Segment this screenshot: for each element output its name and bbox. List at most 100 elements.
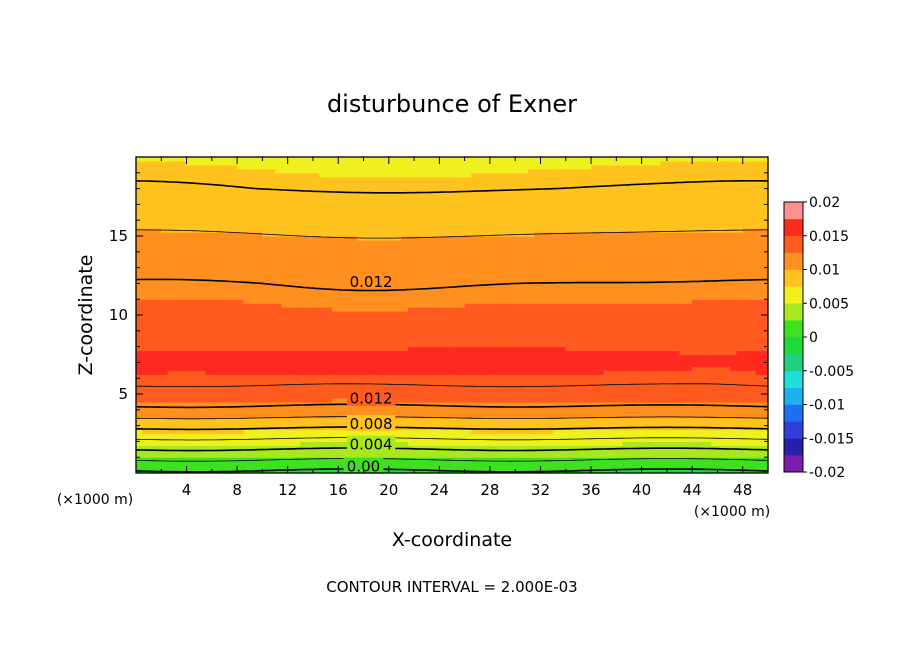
field-cell [243,461,251,466]
field-cell [433,421,440,427]
field-cell [357,295,365,300]
field-cell [711,469,719,473]
field-cell [319,354,327,360]
field-cell [218,291,226,296]
field-cell [407,437,415,442]
field-cell [458,318,466,324]
field-cell [211,401,219,407]
field-cell [395,358,403,363]
field-cell [382,338,390,344]
field-cell [445,303,453,308]
field-cell [205,362,213,367]
field-cell [597,409,605,415]
field-cell [167,386,175,391]
field-cell [211,342,219,348]
field-cell [572,461,579,466]
field-cell [578,370,586,375]
field-cell [685,346,693,352]
field-cell [496,334,504,340]
field-cell [717,413,725,419]
field-cell [262,291,270,296]
field-cell [534,449,542,454]
field-cell [388,465,396,470]
field-cell [369,429,377,435]
field-cell [256,275,263,281]
field-cell [755,374,763,379]
field-cell [559,279,567,284]
field-cell [407,283,415,288]
field-cell [458,275,466,281]
field-cell [572,441,579,446]
field-cell [275,429,282,435]
field-cell [192,330,200,336]
field-cell [363,287,371,292]
field-cell [755,358,763,363]
field-cell [755,318,763,324]
field-cell [597,413,605,419]
field-cell [572,342,579,348]
field-cell [496,307,504,312]
field-cell [306,445,314,450]
field-cell [666,354,674,360]
field-cell [262,354,270,360]
field-cell [426,405,434,411]
field-cell [426,413,434,419]
field-cell [407,413,415,419]
field-cell [616,307,624,312]
field-cell [591,354,598,360]
field-cell [136,322,143,328]
field-cell [256,370,263,375]
field-cell [565,303,573,308]
field-cell [458,279,466,284]
field-cell [572,374,579,379]
field-cell [167,346,175,352]
field-cell [679,330,687,336]
field-cell [654,287,662,292]
field-cell [268,287,276,292]
field-cell [148,346,156,352]
field-cell [704,449,712,454]
field-cell [407,366,415,371]
field-cell [685,457,693,462]
field-cell [730,409,737,415]
field-cell [736,338,744,344]
field-cell [211,390,219,395]
field-cell [527,283,535,288]
field-cell [287,441,295,446]
field-cell [742,311,750,316]
field-cell [584,279,592,284]
field-cell [578,366,586,371]
field-cell [331,354,339,360]
field-cell [723,362,731,367]
field-cell [300,461,308,466]
field-cell [173,378,181,383]
field-cell [218,303,226,308]
field-cell [534,291,542,296]
field-cell [230,413,238,419]
field-cell [534,401,542,407]
field-cell [154,358,162,363]
field-cell [572,378,579,383]
field-cell [452,354,459,360]
field-cell [742,326,750,332]
field-cell [161,291,169,296]
field-cell [414,318,421,324]
field-cell [420,441,428,446]
field-cell [154,318,162,324]
field-cell [553,330,561,336]
field-cell [527,449,535,454]
field-cell [167,390,175,395]
field-cell [243,303,251,308]
field-cell [300,370,308,375]
field-cell [527,311,535,316]
field-cell [306,283,314,288]
field-cell [755,401,763,407]
field-cell [173,315,181,320]
field-cell [477,299,485,304]
field-cell [401,394,409,399]
field-cell [173,441,181,446]
field-cell [199,279,207,284]
field-cell [199,283,207,288]
field-cell [287,315,295,320]
field-cell [458,362,466,367]
